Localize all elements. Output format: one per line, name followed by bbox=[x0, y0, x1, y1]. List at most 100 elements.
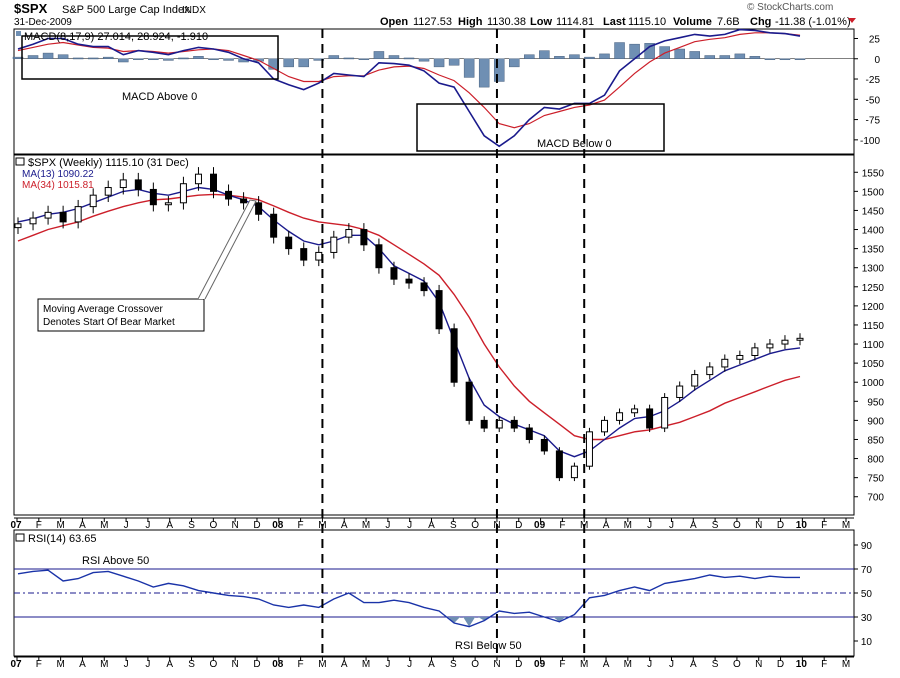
axis-month-label: S bbox=[450, 520, 457, 531]
macd-histogram-bar bbox=[223, 58, 234, 61]
macd-histogram-bar bbox=[524, 54, 535, 60]
axis-month-label: M bbox=[100, 520, 108, 531]
macd-histogram-bar bbox=[12, 56, 24, 60]
candle-body bbox=[616, 412, 624, 421]
price-tick-label: 1050 bbox=[862, 359, 885, 370]
axis-month-label: A bbox=[603, 520, 610, 531]
price-legend-icon bbox=[15, 157, 25, 166]
price-tick-label: 1350 bbox=[862, 245, 885, 256]
chart-date: 31-Dec-2009 bbox=[14, 17, 72, 28]
axis-month-label: 08 bbox=[272, 659, 284, 670]
macd-histogram-bar bbox=[42, 52, 54, 60]
macd-histogram-bar bbox=[27, 55, 39, 60]
axis-month-label: F bbox=[559, 659, 565, 670]
price-tick-label: 950 bbox=[867, 397, 884, 408]
candle-body bbox=[405, 278, 413, 284]
candle-body bbox=[450, 328, 458, 383]
axis-month-label: A bbox=[341, 520, 348, 531]
axis-month-label: M bbox=[56, 659, 64, 670]
macd-histogram-bar bbox=[178, 57, 189, 60]
macd-histogram-bar bbox=[418, 58, 430, 62]
candle-body bbox=[104, 187, 112, 196]
index-name: S&P 500 Large Cap Index bbox=[62, 4, 190, 16]
annotation-box bbox=[37, 298, 205, 332]
candle-body bbox=[14, 223, 22, 229]
rsi-above-label: RSI Above 50 bbox=[82, 555, 149, 567]
price-title: $SPX (Weekly) 1115.10 (31 Dec) bbox=[28, 157, 189, 169]
candle-body bbox=[706, 366, 714, 376]
axis-month-label: J bbox=[407, 659, 412, 670]
macd-histogram-bar bbox=[463, 58, 475, 78]
candle-body bbox=[540, 438, 548, 452]
macd-histogram-bar bbox=[569, 54, 580, 60]
down-arrow-icon bbox=[848, 18, 856, 23]
macd-below-label: MACD Below 0 bbox=[537, 138, 612, 150]
price-tick-label: 800 bbox=[867, 455, 884, 466]
macd-histogram-bar bbox=[313, 58, 325, 61]
rsi-tick-label: 70 bbox=[861, 565, 873, 576]
axis-month-label: S bbox=[712, 520, 719, 531]
ma13-legend: MA(13) 1090.22 bbox=[22, 169, 94, 180]
candle-body bbox=[300, 248, 308, 261]
high-label: High bbox=[458, 16, 483, 28]
axis-month-label: A bbox=[428, 659, 435, 670]
axis-month-label: S bbox=[188, 659, 195, 670]
candle-body bbox=[119, 179, 127, 189]
axis-month-label: S bbox=[450, 659, 457, 670]
candle-body bbox=[676, 385, 684, 398]
macd-tick-label: 0 bbox=[874, 55, 880, 66]
axis-month-label: M bbox=[362, 659, 370, 670]
price-tick-label: 1200 bbox=[862, 302, 885, 313]
axis-month-label: O bbox=[471, 520, 479, 531]
axis-month-label: 07 bbox=[10, 659, 22, 670]
axis-month-label: J bbox=[124, 659, 129, 670]
candle-body bbox=[555, 450, 563, 479]
macd-histogram-bar bbox=[734, 53, 746, 60]
macd-histogram-bar bbox=[57, 54, 69, 60]
macd-histogram-bar bbox=[328, 55, 340, 60]
last-value: 1115.10 bbox=[628, 16, 666, 28]
macd-histogram-bar bbox=[764, 58, 776, 61]
macd-histogram-bar bbox=[268, 58, 279, 70]
candle-body bbox=[766, 343, 774, 349]
axis-month-label: S bbox=[712, 659, 719, 670]
open-label: Open bbox=[380, 16, 408, 28]
axis-month-label: M bbox=[580, 659, 588, 670]
candle-body bbox=[420, 282, 428, 292]
candle-body bbox=[480, 419, 488, 429]
open-value: 1127.53 bbox=[413, 16, 452, 28]
macd-histogram-bar bbox=[283, 58, 294, 68]
price-tick-label: 1450 bbox=[862, 206, 885, 217]
axis-month-label: F bbox=[559, 520, 565, 531]
macd-histogram-bar bbox=[118, 58, 129, 63]
high-value: 1130.38 bbox=[487, 16, 526, 28]
macd-histogram-bar bbox=[448, 58, 460, 66]
macd-legend: MACD(8,17,9) 27.014, 28.924, -1.910 bbox=[24, 31, 208, 43]
axis-month-label: A bbox=[690, 659, 697, 670]
price-tick-label: 1100 bbox=[862, 340, 884, 351]
price-tick-label: 900 bbox=[867, 416, 884, 427]
time-axis-top: 07FMAMJJASOND08FMAMJJASOND09FMAMJJASOND1… bbox=[10, 517, 854, 531]
axis-month-label: 08 bbox=[272, 520, 284, 531]
macd-frame bbox=[13, 28, 855, 155]
rsi-below-label: RSI Below 50 bbox=[455, 640, 522, 652]
axis-month-label: D bbox=[777, 520, 784, 531]
macd-above-label: MACD Above 0 bbox=[122, 91, 197, 103]
ma34-legend: MA(34) 1015.81 bbox=[22, 180, 94, 191]
axis-month-label: N bbox=[755, 659, 762, 670]
axis-month-label: O bbox=[209, 659, 217, 670]
axis-month-label: O bbox=[471, 659, 479, 670]
axis-month-label: D bbox=[777, 659, 784, 670]
axis-month-label: J bbox=[145, 659, 150, 670]
macd-histogram-bar bbox=[704, 55, 716, 60]
price-tick-label: 1400 bbox=[862, 226, 885, 237]
rsi-tick-label: 10 bbox=[861, 637, 873, 648]
candle-body bbox=[435, 290, 443, 330]
axis-month-label: 10 bbox=[796, 520, 808, 531]
axis-month-label: J bbox=[647, 520, 652, 531]
macd-histogram-bar bbox=[298, 58, 309, 68]
candle-body bbox=[210, 173, 217, 192]
price-tick-label: 1000 bbox=[862, 378, 885, 389]
